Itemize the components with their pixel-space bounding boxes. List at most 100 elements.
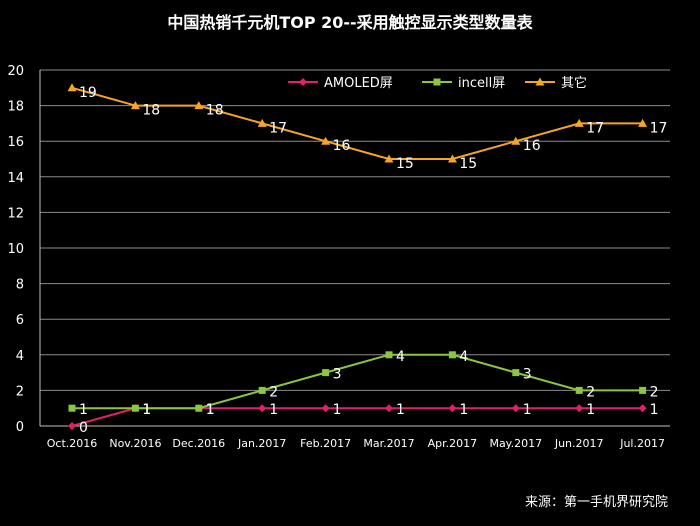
data-point (321, 404, 330, 413)
y-tick-label: 6 (16, 313, 24, 328)
data-point (130, 101, 140, 110)
data-label: 3 (333, 367, 342, 383)
data-point (194, 101, 204, 110)
data-label: 19 (79, 85, 97, 101)
data-point (321, 136, 331, 145)
x-tick-label: Feb.2017 (300, 437, 351, 450)
series-2: 1 1 1 2 3 4 4 3 2 2 (68, 349, 659, 418)
data-label: 18 (142, 103, 160, 119)
grid (40, 69, 670, 427)
data-label: 1 (206, 402, 215, 418)
series-line (71, 407, 643, 427)
data-label: 1 (79, 402, 88, 418)
x-tick-label: Apr.2017 (428, 437, 478, 450)
y-tick-label: 14 (7, 171, 24, 186)
data-label: 15 (459, 156, 477, 172)
data-point (639, 386, 647, 394)
x-tick-label: Oct.2016 (47, 437, 98, 450)
data-point (575, 386, 583, 394)
series: 0 1 1 1 1 1 1 1 1 11 1 1 2 3 4 4 3 2 2 19 18 18 17 16 15 15 16 17 17 (67, 83, 668, 436)
chart-source: 来源：第一手机界研究院 (525, 495, 668, 510)
legend-label: AMOLED屏 (324, 76, 393, 91)
legend-item: AMOLED屏 (288, 76, 393, 91)
y-tick-label: 4 (16, 349, 24, 364)
data-point (575, 404, 584, 413)
y-tick-label: 0 (16, 420, 24, 435)
data-point (511, 136, 521, 145)
data-label: 1 (142, 402, 151, 418)
x-tick-label: Jun.2017 (554, 437, 604, 450)
series-line (72, 353, 643, 410)
data-label: 1 (396, 402, 405, 418)
x-tick-label: Nov.2016 (109, 437, 161, 450)
data-point (385, 404, 393, 413)
data-point (511, 404, 520, 413)
data-point (68, 422, 76, 430)
data-point (195, 404, 203, 412)
y-tick-label: 20 (7, 64, 24, 79)
y-tick-label: 16 (7, 135, 24, 150)
data-label: 1 (650, 402, 659, 418)
data-point (512, 369, 520, 377)
data-point (384, 154, 394, 163)
data-label: 1 (523, 402, 532, 418)
data-point (131, 404, 139, 412)
data-point (258, 386, 266, 394)
data-label: 2 (650, 384, 659, 400)
data-point (574, 118, 584, 127)
data-label: 17 (650, 120, 668, 136)
data-point (448, 404, 457, 413)
x-tick-label: Jul.2017 (619, 437, 665, 450)
data-label: 4 (459, 349, 468, 365)
data-point (535, 77, 545, 86)
data-point (638, 404, 647, 413)
x-tick-label: May.2017 (489, 437, 542, 450)
data-label: 17 (269, 120, 287, 136)
chart-title: 中国热销千元机TOP 20--采用触控显示类型数量表 (167, 13, 533, 32)
data-point (638, 118, 648, 127)
data-label: 1 (586, 402, 595, 418)
data-label: 1 (459, 402, 468, 418)
data-point (257, 118, 267, 127)
x-tick-label: Jan.2017 (237, 437, 286, 450)
data-label: 18 (206, 103, 224, 119)
legend-item: 其它 (525, 75, 587, 91)
data-point (448, 351, 456, 359)
series-line (71, 86, 643, 160)
y-tick-label: 8 (16, 278, 24, 293)
y-tick-label: 10 (7, 242, 24, 257)
data-point (299, 78, 307, 86)
data-point (67, 83, 77, 92)
y-tick-label: 2 (16, 384, 24, 399)
data-label: 2 (586, 384, 595, 400)
data-label: 3 (523, 367, 532, 383)
data-label: 4 (396, 349, 405, 365)
y-tick-label: 12 (7, 206, 24, 221)
data-point (433, 78, 441, 86)
legend-item: incell屏 (422, 76, 505, 91)
data-point (68, 404, 76, 412)
data-point (258, 404, 267, 413)
data-label: 16 (523, 138, 541, 154)
data-point (447, 154, 457, 163)
y-tick-label: 18 (7, 100, 24, 115)
x-tick-label: Dec.2016 (172, 437, 225, 450)
series-3: 19 18 18 17 16 15 15 16 17 17 (67, 83, 668, 172)
x-tick-label: Mar.2017 (363, 437, 414, 450)
data-label: 1 (333, 402, 342, 418)
data-label: 0 (79, 420, 88, 436)
legend-label: 其它 (561, 75, 587, 91)
data-point (385, 351, 393, 359)
data-label: 15 (396, 156, 414, 172)
data-label: 16 (333, 138, 351, 154)
data-label: 17 (586, 120, 604, 136)
data-label: 1 (269, 402, 278, 418)
legend-label: incell屏 (458, 76, 505, 91)
data-point (322, 369, 330, 377)
data-label: 2 (269, 384, 278, 400)
legend: AMOLED屏 incell屏 其它 (288, 75, 587, 91)
data-label: 1 (142, 402, 151, 418)
